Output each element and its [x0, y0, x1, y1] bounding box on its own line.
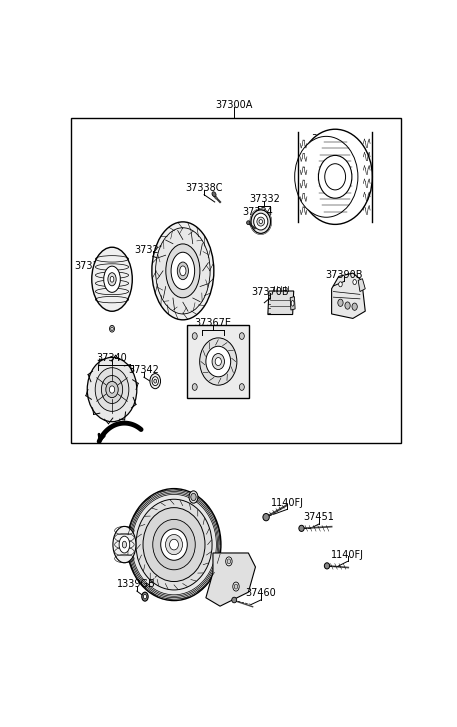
Ellipse shape: [111, 327, 113, 330]
Ellipse shape: [109, 386, 115, 393]
Ellipse shape: [104, 266, 120, 292]
Ellipse shape: [325, 164, 345, 190]
Ellipse shape: [263, 513, 269, 521]
Polygon shape: [206, 553, 255, 606]
Ellipse shape: [154, 379, 157, 383]
Ellipse shape: [155, 228, 210, 314]
Ellipse shape: [95, 368, 129, 411]
Ellipse shape: [92, 247, 132, 311]
Ellipse shape: [106, 382, 118, 398]
Ellipse shape: [239, 333, 244, 340]
Ellipse shape: [180, 266, 186, 276]
Text: 1140FJ: 1140FJ: [271, 497, 304, 507]
Ellipse shape: [324, 563, 329, 569]
Ellipse shape: [239, 384, 244, 390]
Text: 37338C: 37338C: [186, 183, 223, 193]
Ellipse shape: [338, 299, 343, 306]
Ellipse shape: [192, 333, 197, 340]
Ellipse shape: [127, 489, 221, 601]
Bar: [71, 118, 401, 443]
Text: 1339GB: 1339GB: [117, 579, 156, 590]
Ellipse shape: [215, 358, 221, 366]
Ellipse shape: [299, 526, 304, 531]
Ellipse shape: [136, 499, 212, 590]
Text: 37340: 37340: [96, 353, 128, 364]
Text: 37334: 37334: [242, 207, 273, 217]
Polygon shape: [358, 278, 365, 292]
Text: 37367E: 37367E: [195, 318, 231, 329]
Ellipse shape: [153, 519, 195, 570]
Text: 37321B: 37321B: [134, 244, 171, 254]
Ellipse shape: [212, 353, 224, 369]
Ellipse shape: [232, 597, 237, 603]
Ellipse shape: [234, 584, 238, 589]
Polygon shape: [268, 291, 294, 315]
Ellipse shape: [251, 210, 271, 233]
Polygon shape: [187, 325, 249, 398]
Ellipse shape: [298, 129, 372, 225]
Ellipse shape: [161, 529, 187, 561]
Text: 1140FJ: 1140FJ: [331, 550, 364, 560]
Ellipse shape: [165, 534, 182, 555]
Ellipse shape: [192, 384, 197, 390]
Polygon shape: [332, 273, 365, 318]
Text: 37451: 37451: [304, 512, 335, 522]
Text: 37390B: 37390B: [325, 270, 363, 280]
Ellipse shape: [295, 137, 358, 217]
Ellipse shape: [143, 595, 147, 599]
Ellipse shape: [200, 338, 237, 385]
Ellipse shape: [150, 374, 160, 389]
Ellipse shape: [171, 252, 195, 289]
Text: 37311E: 37311E: [74, 262, 111, 271]
Text: 37332: 37332: [249, 194, 280, 204]
Ellipse shape: [259, 220, 262, 223]
Text: 37460: 37460: [245, 588, 276, 598]
Ellipse shape: [226, 557, 232, 566]
Ellipse shape: [142, 593, 148, 601]
Ellipse shape: [108, 273, 116, 286]
Ellipse shape: [152, 377, 159, 385]
Text: 37330T: 37330T: [312, 134, 348, 144]
Ellipse shape: [143, 507, 205, 582]
Ellipse shape: [113, 526, 136, 563]
Ellipse shape: [339, 282, 342, 287]
Ellipse shape: [233, 582, 239, 591]
Ellipse shape: [101, 376, 122, 403]
Ellipse shape: [206, 346, 231, 377]
Polygon shape: [290, 297, 295, 310]
Ellipse shape: [170, 539, 178, 550]
Ellipse shape: [119, 537, 130, 553]
Ellipse shape: [177, 262, 188, 280]
Ellipse shape: [345, 302, 350, 309]
Ellipse shape: [191, 494, 196, 501]
Text: 37300A: 37300A: [216, 100, 253, 111]
Ellipse shape: [291, 300, 294, 306]
Ellipse shape: [254, 213, 268, 230]
Ellipse shape: [189, 491, 198, 503]
Ellipse shape: [122, 541, 127, 548]
Text: 37342: 37342: [128, 366, 159, 375]
Ellipse shape: [227, 559, 231, 564]
Ellipse shape: [166, 244, 200, 298]
Text: 37370B: 37370B: [251, 286, 288, 297]
Ellipse shape: [353, 279, 356, 284]
Ellipse shape: [319, 156, 352, 198]
Ellipse shape: [352, 303, 357, 310]
Ellipse shape: [110, 326, 115, 332]
Ellipse shape: [87, 358, 137, 422]
Ellipse shape: [212, 192, 216, 196]
Ellipse shape: [110, 276, 114, 282]
Ellipse shape: [257, 217, 265, 226]
Ellipse shape: [152, 222, 214, 320]
Ellipse shape: [247, 221, 250, 225]
